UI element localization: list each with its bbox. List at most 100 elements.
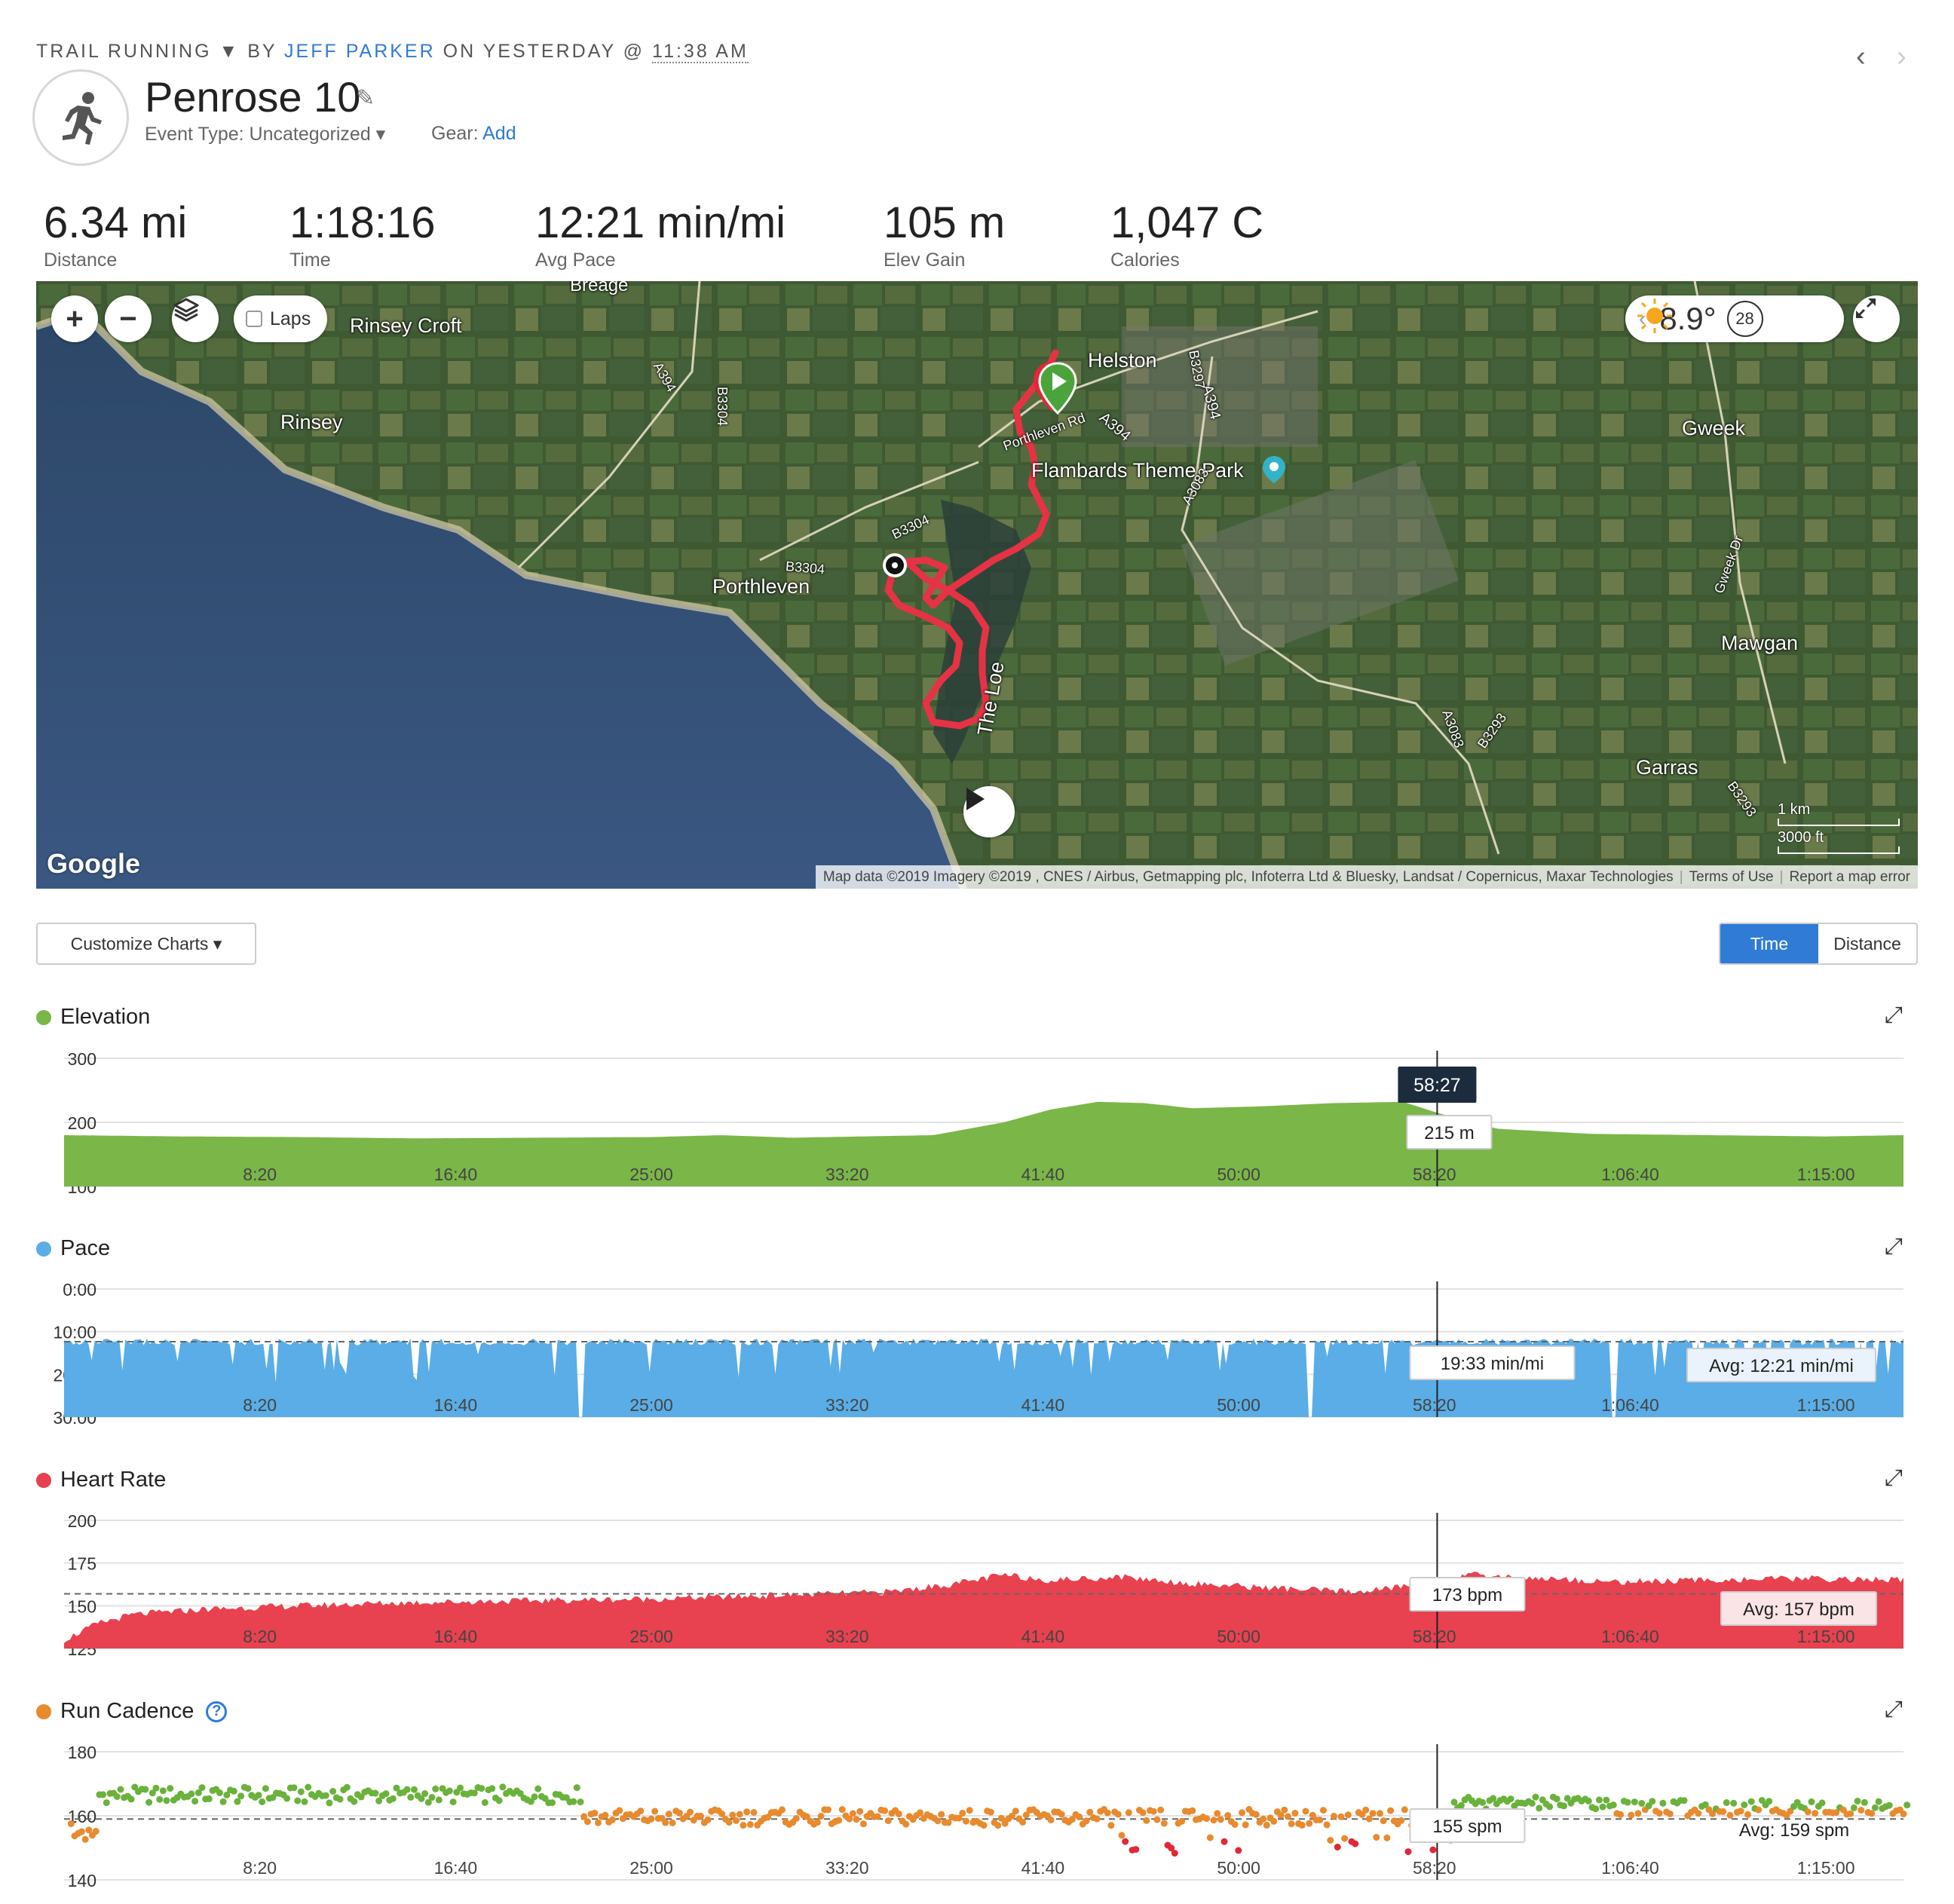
minus-icon: − xyxy=(119,302,137,335)
cadence-point xyxy=(1720,1808,1727,1815)
x-tick-label: 58:20 xyxy=(1413,1858,1456,1878)
previous-activity-icon[interactable]: ‹ xyxy=(1856,41,1866,72)
cadence-point xyxy=(470,1789,478,1797)
route-map[interactable]: + − Laps ‹ 8.9° 28 xyxy=(36,281,1918,889)
activity-title[interactable]: Penrose 10 xyxy=(145,73,361,121)
cursor-time-label: 58:27 xyxy=(1413,1075,1461,1096)
report-map-error-link[interactable]: Report a map error xyxy=(1789,868,1910,885)
cadence-point xyxy=(577,1798,584,1806)
cadence-point xyxy=(1377,1810,1383,1817)
cadence-point xyxy=(895,1811,902,1817)
cadence-point xyxy=(67,1820,75,1827)
cadence-point xyxy=(934,1817,942,1825)
zoom-out-button[interactable]: − xyxy=(105,295,152,342)
x-tick-label: 41:40 xyxy=(1021,1627,1065,1646)
elevation-expand-icon[interactable]: ⤢ xyxy=(1885,1003,1903,1027)
terms-of-use-link[interactable]: Terms of Use xyxy=(1689,868,1774,885)
cadence-point xyxy=(884,1817,892,1825)
x-tick-label: 1:15:00 xyxy=(1797,1395,1855,1415)
cadence-point xyxy=(85,1826,93,1834)
cadence-point xyxy=(1352,1840,1359,1847)
map-label-garras: Garras xyxy=(1636,756,1698,779)
map-label-flambards: Flambards Theme Park xyxy=(1031,459,1244,482)
cadence-point xyxy=(859,1820,867,1828)
cadence-point xyxy=(1012,1808,1019,1815)
cadence-point xyxy=(792,1815,800,1822)
cadence-point xyxy=(191,1798,199,1805)
cadence-point xyxy=(1603,1796,1610,1804)
cadence-point xyxy=(495,1797,503,1805)
cadence-point xyxy=(1812,1810,1819,1817)
cadence-point xyxy=(1631,1798,1638,1806)
map-label-rinsey-croft: Rinsey Croft xyxy=(350,314,462,337)
pace-average-label-box xyxy=(1686,1348,1876,1382)
cadence-point xyxy=(1730,1799,1738,1807)
map-fullscreen-button[interactable] xyxy=(1853,295,1900,342)
map-label-rinsey: Rinsey xyxy=(280,411,343,433)
cadence-point xyxy=(704,1816,712,1823)
cadence-point xyxy=(127,1795,135,1803)
cadence-point xyxy=(1344,1811,1352,1819)
cadence-point xyxy=(499,1783,507,1791)
cadence-point xyxy=(729,1811,737,1819)
chevron-left-icon[interactable]: ‹ xyxy=(1639,307,1646,330)
laps-toggle[interactable]: Laps xyxy=(234,295,328,342)
cadence-point xyxy=(372,1789,379,1797)
elevation-cursor-value: 215 m xyxy=(1424,1123,1475,1143)
gear-add-link[interactable]: Add xyxy=(482,123,516,144)
x-tick-label: 1:15:00 xyxy=(1797,1165,1855,1184)
cadence-point xyxy=(1903,1801,1911,1809)
cadence-point xyxy=(1334,1844,1341,1850)
customize-charts-button[interactable]: Customize Charts ▾ xyxy=(36,923,256,965)
y-tick-label: 10:00 xyxy=(53,1323,96,1342)
cadence-point xyxy=(1787,1808,1794,1815)
cadence-point xyxy=(481,1798,488,1806)
distance-toggle-button[interactable]: Distance xyxy=(1833,933,1901,954)
x-tick-label: 41:40 xyxy=(1021,1165,1065,1184)
playback-button[interactable] xyxy=(963,786,1015,837)
pace-average-label: Avg: 12:21 min/mi xyxy=(1709,1356,1854,1376)
next-activity-icon[interactable]: › xyxy=(1897,41,1907,72)
heart-rate-expand-icon[interactable]: ⤢ xyxy=(1885,1465,1903,1490)
wind-icon: 28 xyxy=(1726,301,1763,337)
time-toggle-button[interactable]: Time xyxy=(1720,924,1818,963)
pace-expand-icon[interactable]: ⤢ xyxy=(1885,1234,1903,1259)
cadence-point xyxy=(156,1795,164,1803)
y-tick-label: 200 xyxy=(68,1113,96,1133)
cadence-point xyxy=(1875,1798,1882,1805)
map-label-gweek: Gweek xyxy=(1682,417,1746,439)
cadence-point xyxy=(853,1816,860,1823)
cadence-point xyxy=(1755,1806,1763,1814)
y-tick-label: 150 xyxy=(68,1596,96,1616)
cadence-point xyxy=(591,1809,599,1817)
cadence-point xyxy=(1277,1811,1285,1819)
cadence-point xyxy=(1125,1809,1132,1817)
cadence-point xyxy=(1818,1799,1826,1807)
cadence-point xyxy=(1217,1816,1224,1823)
cadence-point xyxy=(959,1809,966,1817)
cadence-point xyxy=(813,1819,821,1826)
cadence-point xyxy=(382,1790,390,1798)
cadence-point xyxy=(1189,1807,1196,1814)
cadence-point xyxy=(198,1784,206,1792)
cadence-point xyxy=(1206,1834,1214,1841)
event-type-dropdown[interactable]: Event Type: Uncategorized ▾ xyxy=(145,124,386,145)
cadence-point xyxy=(849,1810,856,1817)
zoom-in-button[interactable]: + xyxy=(51,295,98,342)
map-layers-button[interactable] xyxy=(172,295,219,342)
cadence-point xyxy=(145,1798,153,1806)
cadence-expand-icon[interactable]: ⤢ xyxy=(1885,1697,1903,1722)
edit-pencil-icon[interactable]: ✎ xyxy=(356,86,375,111)
laps-checkbox[interactable] xyxy=(246,311,262,327)
help-icon[interactable]: ? xyxy=(206,1700,228,1722)
weather-widget[interactable]: ‹ 8.9° 28 xyxy=(1625,295,1844,342)
y-tick-label: 140 xyxy=(68,1871,96,1890)
cadence-point xyxy=(846,1815,853,1823)
cadence-point xyxy=(1585,1797,1592,1805)
activity-type-dropdown[interactable]: TRAIL RUNNING ▼ xyxy=(36,41,240,62)
cadence-point xyxy=(1076,1813,1083,1820)
cadence-point xyxy=(1450,1798,1458,1806)
cadence-point xyxy=(152,1784,160,1792)
author-link[interactable]: JEFF PARKER xyxy=(284,41,436,62)
